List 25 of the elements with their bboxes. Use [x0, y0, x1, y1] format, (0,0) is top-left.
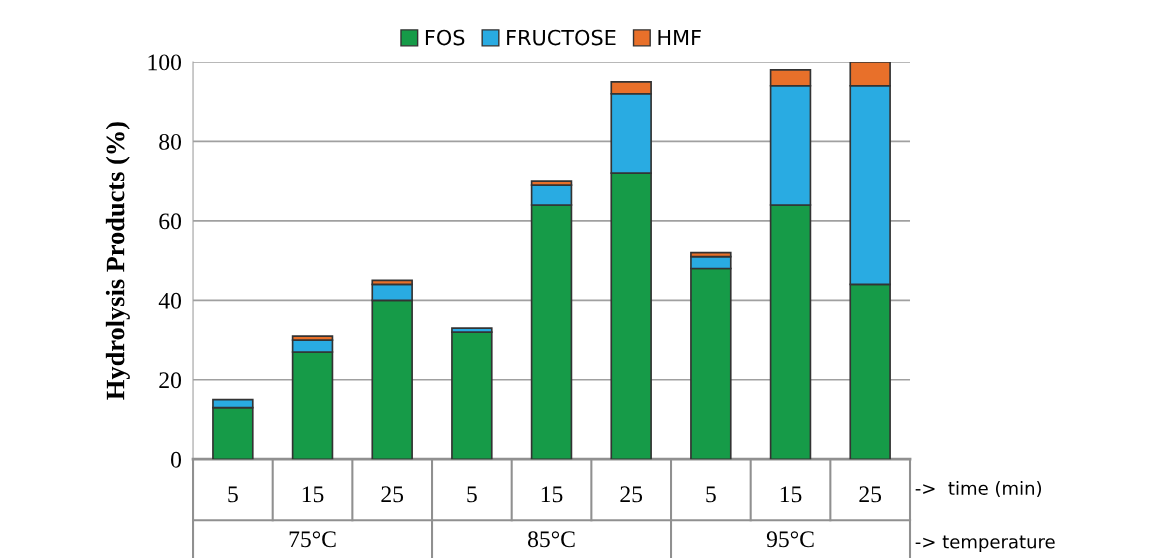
x-tick-label: 5	[706, 486, 716, 503]
x-tick-label: 15	[302, 486, 324, 503]
y-tick-label: 40	[158, 292, 182, 309]
text: 75°C	[289, 531, 336, 548]
y-tick-label: 0	[171, 451, 182, 468]
y-tick-label: 60	[159, 213, 182, 230]
x-tick-label: 15	[541, 486, 563, 503]
x-tick-label: 25	[620, 486, 643, 503]
y-tick-label: 100	[148, 54, 182, 71]
text: -> temperature	[915, 535, 1055, 552]
text: -> time (min)	[915, 481, 1042, 498]
bar	[451, 331, 493, 460]
y-tick-label: 20	[159, 372, 182, 389]
x-tick-label: 25	[381, 486, 404, 503]
x-tick-label: 5	[467, 486, 477, 503]
x-tick-label: 15	[780, 486, 802, 503]
y-tick-label: 80	[159, 133, 182, 150]
x-tick-label: 5	[228, 486, 238, 503]
y-axis-title: Hydrolysis Products (%)	[105, 122, 130, 400]
x-tick-label: 25	[859, 486, 882, 503]
legend-label: HMF	[658, 29, 701, 46]
legend-label: FOS	[425, 29, 465, 46]
text: 85°C	[528, 531, 575, 548]
legend-label: FRUCTOSE	[507, 29, 616, 46]
text: 95°C	[766, 531, 814, 548]
